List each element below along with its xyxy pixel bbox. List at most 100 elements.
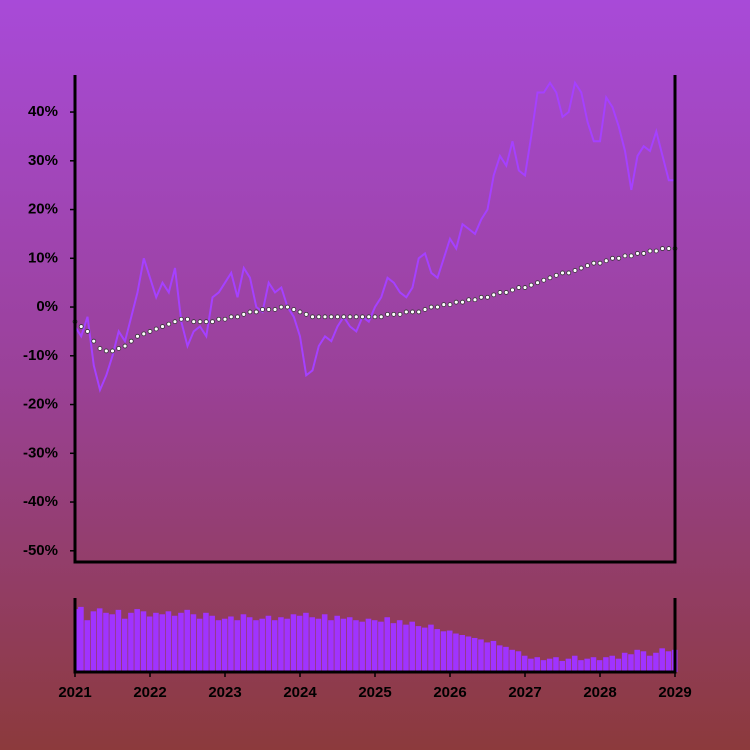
y-tick-label: -20% bbox=[23, 396, 58, 413]
moving-average-dot bbox=[447, 302, 453, 308]
volume-bar bbox=[96, 608, 103, 672]
moving-average-dot bbox=[153, 326, 159, 332]
volume-bar bbox=[421, 627, 428, 672]
volume-bar bbox=[75, 609, 81, 672]
moving-average-dot bbox=[666, 246, 672, 251]
moving-average-dot bbox=[472, 297, 478, 303]
volume-bar bbox=[103, 612, 109, 672]
moving-average-dot bbox=[166, 321, 172, 327]
moving-average-dot bbox=[278, 304, 284, 310]
moving-average-dot bbox=[191, 319, 197, 325]
moving-average-dot bbox=[135, 333, 140, 339]
volume-bar bbox=[521, 655, 528, 672]
volume-bar bbox=[471, 637, 478, 672]
moving-average-dot bbox=[572, 268, 578, 273]
volume-bar bbox=[528, 658, 534, 672]
volume-bar bbox=[665, 651, 672, 672]
moving-average-dot bbox=[116, 346, 122, 351]
moving-average-dot bbox=[172, 319, 178, 325]
moving-average-dot bbox=[622, 253, 628, 259]
volume-bar bbox=[546, 658, 553, 672]
moving-average-dot bbox=[253, 309, 259, 315]
moving-average-dot bbox=[378, 314, 384, 320]
volume-bar bbox=[640, 651, 647, 672]
volume-bar bbox=[140, 611, 147, 672]
volume-bar bbox=[490, 640, 497, 672]
volume-bar bbox=[403, 624, 409, 672]
x-tick-label: 2023 bbox=[208, 684, 241, 701]
moving-average-dot bbox=[516, 285, 522, 290]
moving-average-dot bbox=[616, 255, 622, 261]
volume-bar bbox=[596, 660, 603, 672]
moving-average-dot bbox=[385, 311, 390, 317]
moving-average-dot bbox=[197, 319, 203, 325]
moving-average-dot bbox=[653, 248, 659, 254]
x-tick-label: 2028 bbox=[583, 684, 616, 701]
moving-average-dot bbox=[453, 299, 459, 305]
volume-bar bbox=[628, 654, 634, 672]
moving-average-dot bbox=[541, 277, 547, 283]
volume-bar bbox=[515, 651, 522, 672]
moving-average-dot bbox=[635, 251, 640, 256]
volume-bar bbox=[309, 617, 315, 672]
y-tick-label: 20% bbox=[28, 201, 58, 218]
volume-bar bbox=[440, 631, 447, 672]
volume-bar bbox=[228, 616, 234, 672]
moving-average-dot bbox=[310, 314, 315, 320]
volume-bar bbox=[621, 652, 628, 672]
y-tick-label: 40% bbox=[28, 103, 58, 120]
moving-average-dot bbox=[391, 311, 397, 317]
x-tick-label: 2026 bbox=[433, 684, 466, 701]
moving-average-dot bbox=[141, 331, 147, 337]
moving-average-dot bbox=[603, 258, 609, 264]
moving-average-dot bbox=[110, 348, 115, 354]
moving-average-dot bbox=[578, 265, 584, 271]
volume-bar bbox=[578, 660, 584, 672]
moving-average-dot bbox=[78, 324, 84, 329]
moving-average-dot bbox=[510, 287, 515, 293]
moving-average-dot bbox=[435, 304, 440, 310]
volume-bar bbox=[459, 635, 465, 672]
volume-bar bbox=[465, 636, 472, 672]
volume-bar bbox=[378, 621, 384, 672]
moving-average-dot bbox=[216, 316, 222, 322]
main-axes bbox=[73, 75, 677, 564]
volume-bar bbox=[203, 612, 209, 672]
moving-average-dot bbox=[547, 275, 553, 281]
moving-average-dot bbox=[210, 319, 215, 325]
moving-average-dot bbox=[203, 319, 209, 325]
volume-bar bbox=[653, 652, 659, 672]
volume-bar bbox=[434, 629, 440, 672]
moving-average-dot bbox=[503, 290, 509, 295]
moving-average-dot bbox=[641, 251, 647, 256]
volume-bar bbox=[365, 618, 372, 672]
moving-average-dot bbox=[535, 280, 540, 286]
moving-average-dot bbox=[178, 316, 184, 322]
moving-average-dot bbox=[403, 309, 409, 315]
volume-bar bbox=[259, 618, 265, 672]
y-tick-label: -10% bbox=[23, 347, 58, 364]
x-tick-label: 2025 bbox=[358, 684, 391, 701]
volume-bar bbox=[334, 615, 340, 672]
y-tick-label: -30% bbox=[23, 444, 58, 461]
volume-bar bbox=[265, 615, 272, 672]
moving-average-dot bbox=[353, 314, 359, 320]
volume-bar bbox=[253, 620, 259, 672]
moving-average-dot bbox=[366, 314, 372, 320]
plot-area bbox=[72, 80, 678, 672]
moving-average-dot bbox=[372, 314, 378, 320]
moving-average-dot bbox=[528, 282, 534, 288]
moving-average-dot bbox=[628, 253, 634, 259]
volume-bar bbox=[565, 658, 572, 672]
moving-average-dot bbox=[491, 292, 497, 298]
volume-bar bbox=[109, 614, 115, 672]
volume-bar bbox=[571, 655, 578, 672]
volume-bar bbox=[190, 614, 197, 672]
volume-bar bbox=[284, 618, 290, 672]
moving-average-dot bbox=[497, 290, 503, 295]
volume-bar bbox=[603, 657, 609, 672]
volume-bar bbox=[115, 609, 122, 672]
volume-bar bbox=[346, 617, 353, 672]
moving-average-dot bbox=[285, 304, 290, 310]
